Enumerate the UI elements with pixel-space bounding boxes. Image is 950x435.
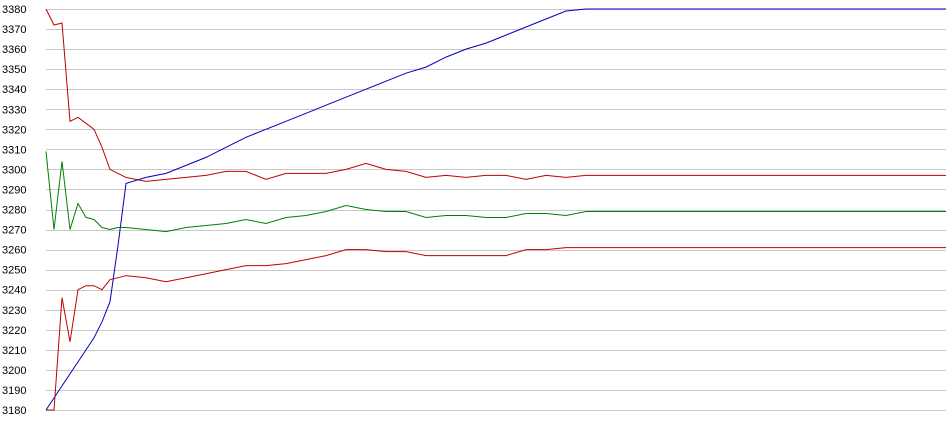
y-tick-label: 3210 xyxy=(2,345,26,357)
y-tick-label: 3230 xyxy=(2,305,26,317)
y-tick-label: 3330 xyxy=(2,104,26,116)
series-group xyxy=(45,8,946,411)
y-tick-label: 3240 xyxy=(2,285,26,297)
y-tick-label: 3340 xyxy=(2,84,26,96)
y-tick-label: 3290 xyxy=(2,184,26,196)
y-tick-label: 3250 xyxy=(2,265,26,277)
y-tick-label: 3190 xyxy=(2,385,26,397)
y-grid xyxy=(46,9,946,411)
y-tick-label: 3220 xyxy=(2,325,26,337)
series-line-1 xyxy=(45,8,946,411)
y-tick-label: 3310 xyxy=(2,144,26,156)
y-tick-label: 3360 xyxy=(2,44,26,56)
y-tick-label: 3380 xyxy=(2,4,26,16)
y-tick-label: 3200 xyxy=(2,365,26,377)
y-tick-label: 3320 xyxy=(2,124,26,136)
y-tick-label: 3300 xyxy=(2,164,26,176)
series-line-2 xyxy=(45,8,946,182)
y-tick-label: 3260 xyxy=(2,245,26,257)
y-tick-label: 3270 xyxy=(2,225,26,237)
series-line-4 xyxy=(46,247,946,411)
series-line-3 xyxy=(45,151,946,233)
y-axis-tick-labels: 3380 3370 3360 3350 3340 3330 3320 3310 3300 3290… xyxy=(2,4,26,417)
y-tick-label: 3370 xyxy=(2,24,26,36)
y-tick-label: 3350 xyxy=(2,64,26,76)
y-tick-label: 3180 xyxy=(2,405,26,417)
y-tick-label: 3280 xyxy=(2,205,26,217)
